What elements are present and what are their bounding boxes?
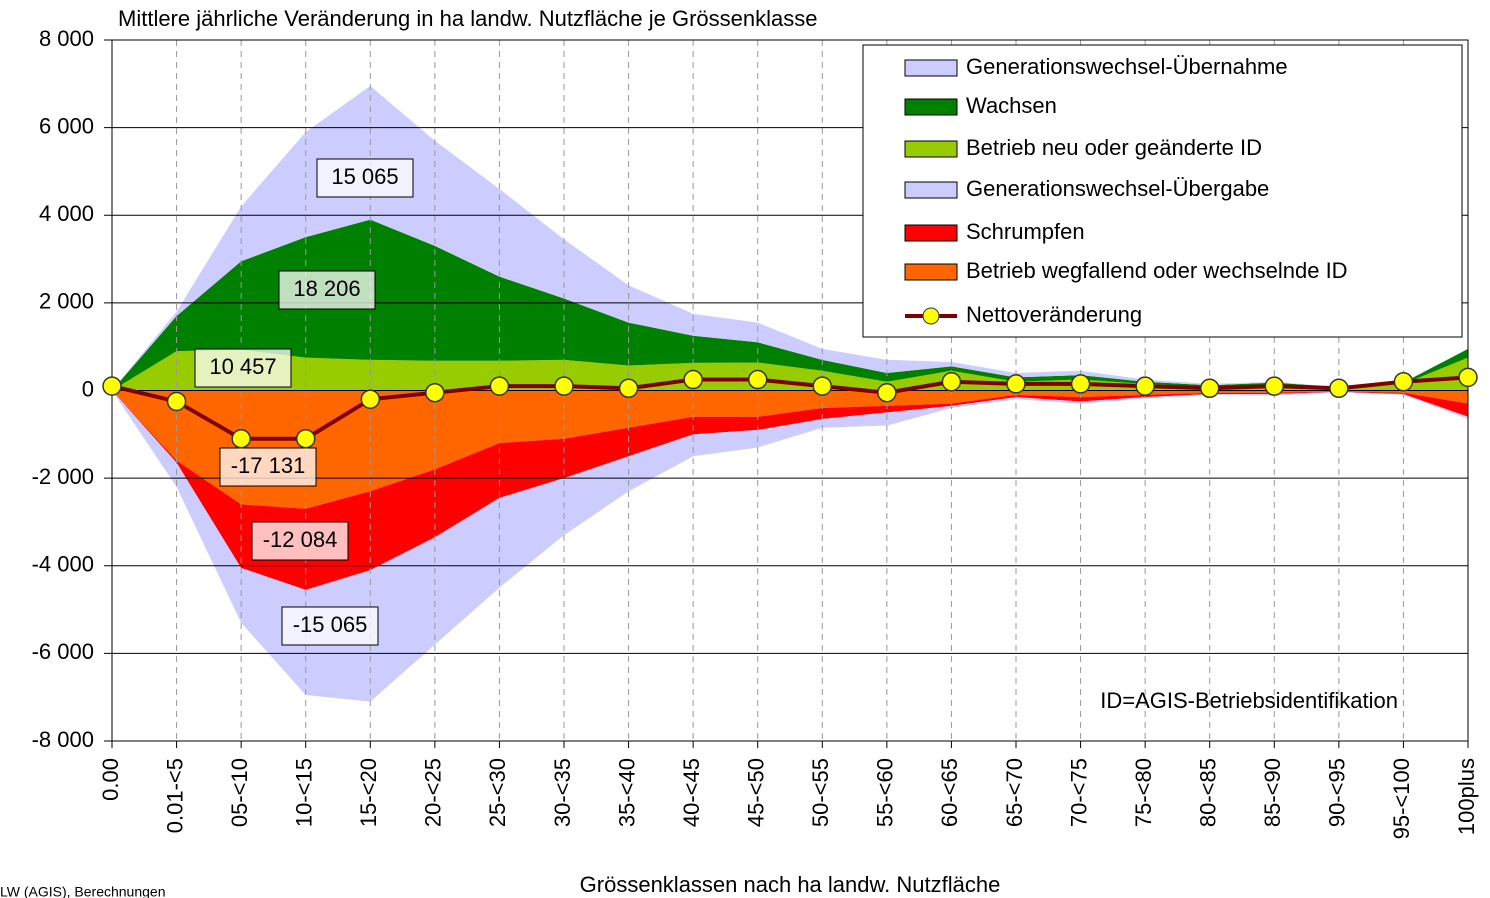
marker xyxy=(554,376,574,396)
marker xyxy=(683,369,703,390)
area xyxy=(112,390,1468,702)
x-tick-label: 25-<30 xyxy=(485,758,510,827)
y-tick-label: -6 000 xyxy=(32,639,94,664)
x-tick-label: 20-<25 xyxy=(421,758,446,827)
x-tick-label: 30-<35 xyxy=(550,758,575,827)
marker xyxy=(1199,378,1220,399)
marker xyxy=(941,371,962,392)
x-tick-label: 05-<10 xyxy=(227,758,252,827)
area xyxy=(112,349,1468,391)
legend-marker xyxy=(922,307,940,325)
area-label-box xyxy=(281,606,379,646)
area-label: -15 065 xyxy=(293,612,368,637)
chart-title: Mittlere jährliche Veränderung in ha lan… xyxy=(118,6,818,31)
area xyxy=(112,219,1468,391)
legend-swatch xyxy=(904,263,958,281)
legend-box xyxy=(862,44,1463,338)
x-tick-label: 10-<15 xyxy=(292,758,317,827)
marker xyxy=(166,391,187,412)
x-tick-label: 65-<70 xyxy=(1002,758,1027,827)
x-tick-label: 60-<65 xyxy=(937,758,962,827)
x-tick-label: 85-<90 xyxy=(1260,758,1285,827)
x-tick-label: 75-<80 xyxy=(1131,758,1156,827)
marker xyxy=(1264,376,1285,396)
x-tick-label: 40-<45 xyxy=(679,758,704,827)
marker xyxy=(877,382,897,403)
source: LW (AGIS), Berechnungen xyxy=(0,884,165,898)
area-label-box xyxy=(278,270,376,310)
marker xyxy=(1393,371,1414,392)
x-tick-label: 70-<75 xyxy=(1066,758,1091,827)
line xyxy=(111,375,1469,441)
legend-label: Wachsen xyxy=(966,93,1057,118)
legend-label: Generationswechsel-Übergabe xyxy=(966,176,1269,201)
legend-swatch xyxy=(904,98,958,116)
x-tick-label: 100plus xyxy=(1454,758,1479,835)
area-label-box xyxy=(219,447,317,487)
legend-label: Betrieb neu oder geänderte ID xyxy=(966,135,1262,160)
area-label-box xyxy=(251,521,349,561)
marker xyxy=(1329,378,1349,399)
legend-label: Betrieb wegfallend oder wechselnde ID xyxy=(966,258,1348,283)
y-tick-label: -2 000 xyxy=(32,464,94,489)
area-label-box xyxy=(316,158,414,198)
area-label: 10 457 xyxy=(209,354,276,379)
x-tick-label: 45-<50 xyxy=(744,758,769,827)
area xyxy=(112,390,1468,509)
y-tick-label: -8 000 xyxy=(32,727,94,752)
y-tick-label: 6 000 xyxy=(39,113,94,138)
y-tick-label: -4 000 xyxy=(32,552,94,577)
x-tick-label: 0.01-<5 xyxy=(162,758,187,833)
x-tick-label: 55-<60 xyxy=(873,758,898,827)
x-tick-label: 80-<85 xyxy=(1196,758,1221,827)
x-tick-label: 50-<55 xyxy=(808,758,833,827)
marker xyxy=(1458,367,1478,388)
x-tick-label: 90-<95 xyxy=(1325,758,1350,827)
x-tick-label: 15-<20 xyxy=(356,758,381,827)
annotation: ID=AGIS-Betriebsidentifikation xyxy=(1100,688,1398,713)
y-tick-label: 8 000 xyxy=(39,26,94,51)
marker xyxy=(812,376,833,396)
marker xyxy=(489,376,510,396)
area xyxy=(112,390,1468,590)
marker xyxy=(1070,374,1091,394)
legend-swatch xyxy=(904,224,958,242)
areas xyxy=(112,86,1468,702)
area-label-box xyxy=(194,348,292,388)
marker xyxy=(231,428,251,449)
area-label: 18 206 xyxy=(293,276,360,301)
marker xyxy=(747,369,768,390)
marker xyxy=(618,378,639,399)
x-tick-label: 95-<100 xyxy=(1389,758,1414,839)
marker xyxy=(102,376,122,396)
x-axis-title: Grössenklassen nach ha landw. Nutzfläche xyxy=(580,872,1001,897)
y-tick-label: 4 000 xyxy=(39,201,94,226)
legend-swatch xyxy=(904,140,958,158)
area-label: -17 131 xyxy=(231,453,306,478)
marker xyxy=(425,382,445,403)
legend-label: Nettoveränderung xyxy=(966,302,1142,327)
marker xyxy=(295,428,316,449)
legend-label: Generationswechsel-Übernahme xyxy=(966,54,1288,79)
legend-swatch xyxy=(904,181,958,199)
y-tick-label: 0 xyxy=(82,376,94,401)
marker xyxy=(360,389,381,410)
x-tick-label: 0.00 xyxy=(98,758,123,801)
area xyxy=(112,86,1468,391)
area-label: -12 084 xyxy=(263,527,338,552)
legend-swatch xyxy=(904,59,958,77)
x-tick-label: 35-<40 xyxy=(614,758,639,827)
y-tick-label: 2 000 xyxy=(39,289,94,314)
marker xyxy=(1006,374,1026,394)
legend-label: Schrumpfen xyxy=(966,219,1085,244)
area-label: 15 065 xyxy=(331,164,398,189)
marker xyxy=(1135,376,1155,396)
